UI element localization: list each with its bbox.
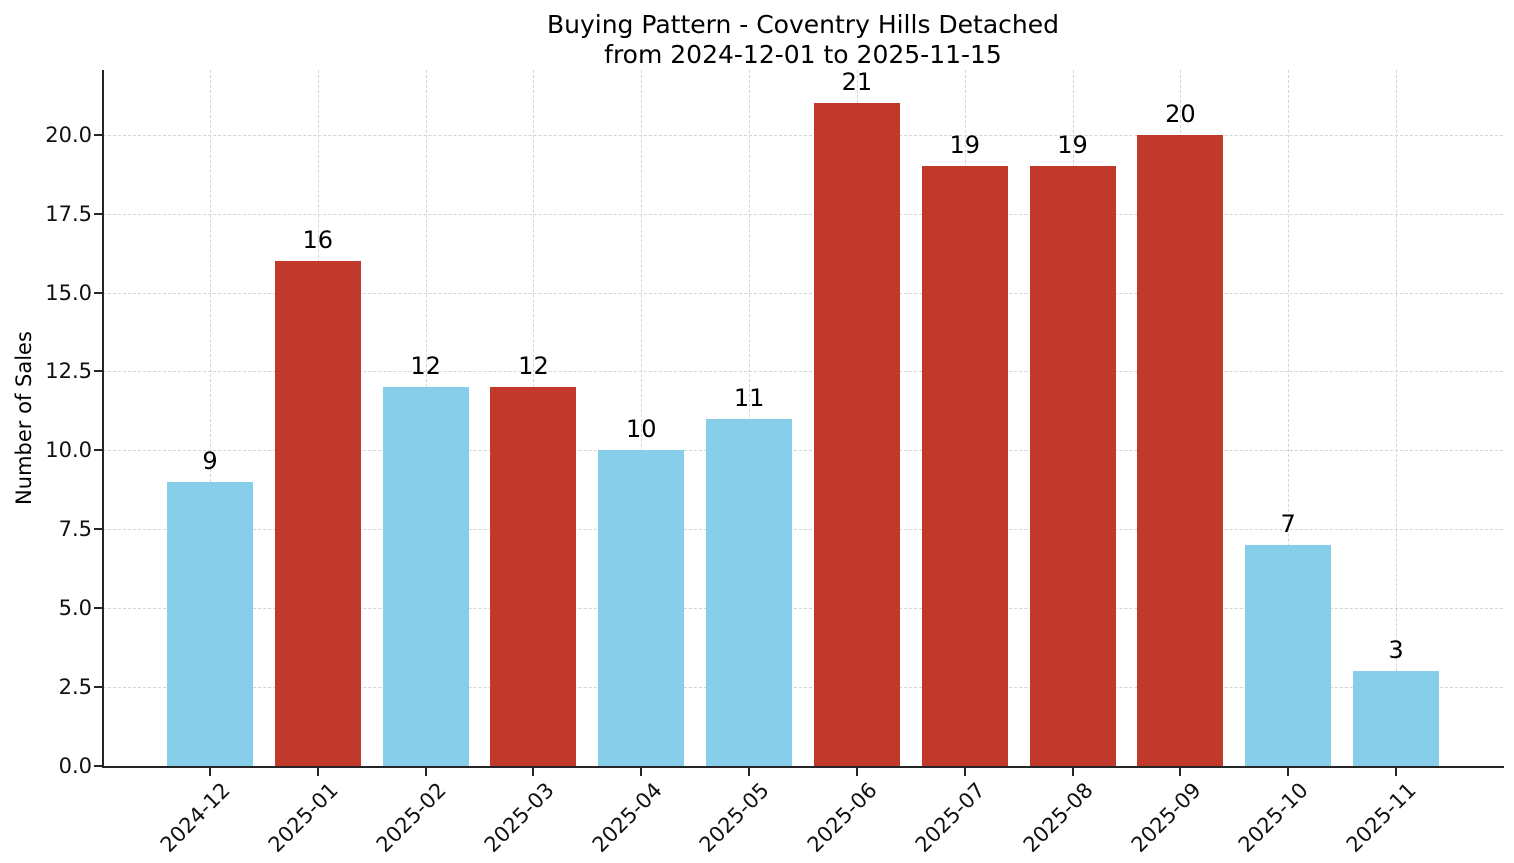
x-tick-label: 2025-02 [371, 778, 451, 858]
y-tick-label: 2.5 [58, 675, 92, 700]
bar [1245, 545, 1332, 766]
x-gridline [1288, 70, 1290, 766]
x-tick [424, 768, 427, 776]
y-tick [94, 449, 102, 452]
x-tick-label: 2025-04 [587, 778, 667, 858]
y-gridline [103, 292, 1503, 294]
y-gridline [103, 450, 1503, 452]
y-tick [94, 133, 102, 136]
x-tick [1287, 768, 1290, 776]
x-tick [963, 768, 966, 776]
x-tick-label: 2025-08 [1018, 778, 1098, 858]
x-tick-label: 2025-11 [1341, 778, 1421, 858]
x-tick-label: 2025-05 [695, 778, 775, 858]
x-tick-label: 2025-06 [802, 778, 882, 858]
bar-value-label: 11 [733, 383, 765, 412]
y-tick [94, 607, 102, 610]
y-tick-label: 15.0 [45, 280, 92, 305]
x-gridline [210, 70, 211, 766]
x-tick-label: 2025-07 [910, 778, 990, 858]
bar-value-label: 20 [1165, 99, 1196, 128]
bar [382, 387, 469, 766]
x-tick [1395, 768, 1398, 776]
x-tick [532, 768, 535, 776]
bar [274, 260, 361, 766]
chart-title-line1: Buying Pattern - Coventry Hills Detached [546, 10, 1060, 39]
bar [921, 166, 1008, 766]
y-tick-label: 12.5 [45, 359, 92, 384]
bar-value-label: 16 [302, 225, 334, 254]
bar [167, 481, 253, 766]
y-gridline [103, 213, 1503, 215]
x-axis-spine [102, 766, 1504, 768]
bar [1029, 166, 1116, 766]
x-tick [1179, 768, 1182, 776]
x-tick [855, 768, 858, 776]
y-tick-label: 5.0 [58, 596, 92, 621]
bar [490, 387, 577, 766]
x-gridline [641, 70, 643, 766]
x-tick [640, 768, 643, 776]
y-tick-label: 10.0 [45, 438, 92, 463]
y-tick [94, 370, 102, 373]
x-tick-label: 2025-03 [479, 778, 559, 858]
x-tick-label: 2025-09 [1126, 778, 1206, 858]
bar-value-label: 19 [949, 131, 980, 160]
bar-value-label: 9 [202, 446, 218, 475]
x-tick [1071, 768, 1074, 776]
x-tick [316, 768, 319, 776]
bar [706, 418, 793, 766]
x-gridline [749, 70, 751, 766]
bar-value-label: 21 [841, 68, 873, 97]
y-tick [94, 212, 102, 215]
y-tick-label: 20.0 [45, 122, 92, 147]
y-tick [94, 291, 102, 294]
bar-value-label: 12 [410, 352, 441, 381]
bar [813, 103, 900, 766]
bar-value-label: 3 [1388, 636, 1404, 665]
y-tick [94, 765, 102, 767]
y-gridline [103, 371, 1503, 373]
x-tick [209, 768, 211, 776]
bar-value-label: 7 [1280, 510, 1296, 539]
x-gridline [1396, 70, 1398, 766]
chart-title: Buying Pattern - Coventry Hills Detached… [303, 10, 1303, 70]
bar [1353, 671, 1440, 766]
y-tick-label: 0.0 [58, 754, 92, 778]
y-gridline [103, 529, 1503, 531]
chart-title-line2: from 2024-12-01 to 2025-11-15 [604, 40, 1002, 69]
y-tick [94, 686, 102, 689]
bar-value-label: 19 [1057, 131, 1088, 160]
y-tick-label: 7.5 [58, 517, 92, 542]
y-gridline [103, 687, 1503, 689]
y-gridline [103, 134, 1503, 136]
y-tick [94, 528, 102, 531]
x-tick-label: 2025-10 [1234, 778, 1314, 858]
x-tick-label: 2025-01 [263, 778, 343, 858]
bar-value-label: 12 [518, 352, 549, 381]
x-tick-label: 2024-12 [155, 778, 235, 858]
bar [598, 450, 685, 766]
y-gridline [103, 608, 1503, 610]
y-tick-label: 17.5 [45, 201, 92, 226]
x-tick [748, 768, 751, 776]
bar-value-label: 10 [625, 415, 657, 444]
bar [1137, 134, 1224, 766]
y-axis-spine [102, 70, 104, 768]
